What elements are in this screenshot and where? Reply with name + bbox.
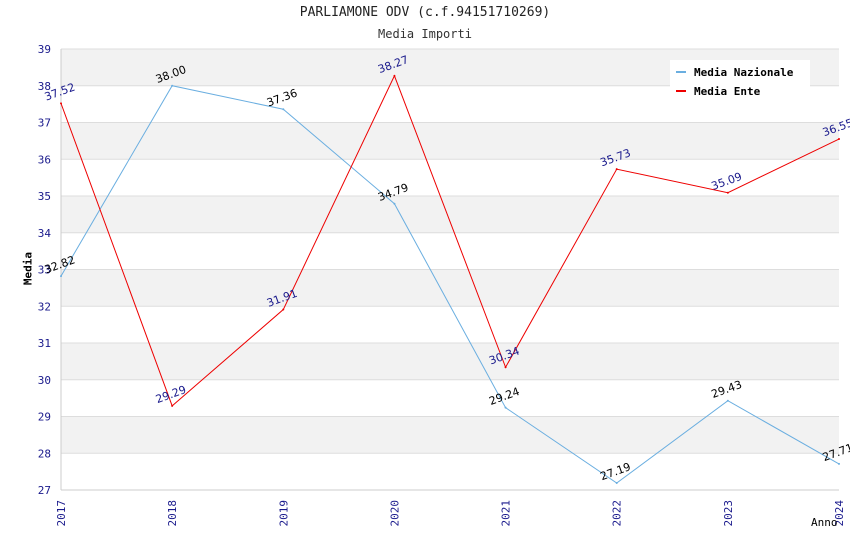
x-tick-label: 2017 [55,500,68,527]
x-tick-label: 2018 [166,500,179,527]
series-line-media-nazionale [60,85,840,484]
data-point [838,138,840,141]
y-tick-label: 33 [38,264,51,277]
data-point [60,102,62,105]
x-tick-label: 2020 [388,500,401,527]
legend-item-media-ente: Media Ente [676,84,760,98]
x-tick-label: 2023 [722,500,735,527]
data-point [171,84,174,87]
y-tick-label: 32 [38,300,51,313]
y-tick-label: 38 [38,80,51,93]
data-point [282,308,285,311]
data-label: 29.43 [710,378,744,401]
y-axis-label: Media [21,251,35,286]
data-point [615,482,618,485]
legend-item-media-nazionale: Media Nazionale [676,65,793,79]
data-point [726,399,729,402]
chart-subtitle: Media Importi [378,27,472,41]
data-point [838,462,840,465]
grid-lines [60,48,839,491]
data-point [393,74,396,77]
y-axis-ticks: 27 28 29 30 31 32 33 34 35 36 37 38 39 [38,43,52,497]
legend-swatch-media-nazionale [676,71,686,73]
y-tick-label: 39 [38,43,51,56]
x-tick-label: 2021 [500,500,513,527]
data-point [393,202,396,205]
data-point [615,168,618,171]
data-point [504,406,507,409]
grid-band [61,416,839,454]
data-point [171,404,174,407]
legend-swatch-media-ente [676,90,686,92]
data-label: 29.24 [487,385,521,408]
series-line-media-ente [60,74,840,407]
y-tick-label: 34 [38,227,52,240]
grid-band [61,122,839,160]
data-point [60,275,62,278]
y-tick-label: 27 [38,484,51,497]
x-axis-ticks: 2017 2018 2019 2020 2021 2022 2023 2024 [55,500,846,527]
data-point [504,366,507,369]
x-tick-label: 2024 [833,500,846,527]
x-axis-label: Anno [811,516,838,529]
y-tick-label: 35 [38,190,51,203]
data-label: 37.36 [265,86,299,109]
grid-band [61,269,839,307]
data-label: 27.19 [598,460,632,483]
grid-band [61,196,839,233]
legend: Media Nazionale Media Ente [670,60,810,102]
x-tick-label: 2019 [277,500,290,527]
series-lines [60,74,840,485]
chart-title: PARLIAMONE ODV (c.f.94151710269) [299,5,551,20]
data-label: 35.09 [710,170,744,193]
y-tick-label: 37 [38,117,51,130]
y-tick-label: 36 [38,153,51,166]
y-tick-label: 31 [38,337,51,350]
data-point [726,191,729,194]
grid-band [61,343,839,380]
y-tick-label: 29 [38,411,51,424]
y-tick-label: 28 [38,447,51,460]
legend-label-media-ente: Media Ente [694,84,761,98]
y-tick-label: 30 [38,374,51,387]
x-tick-label: 2022 [611,500,624,527]
legend-label-media-nazionale: Media Nazionale [694,65,794,79]
data-point [282,108,285,111]
